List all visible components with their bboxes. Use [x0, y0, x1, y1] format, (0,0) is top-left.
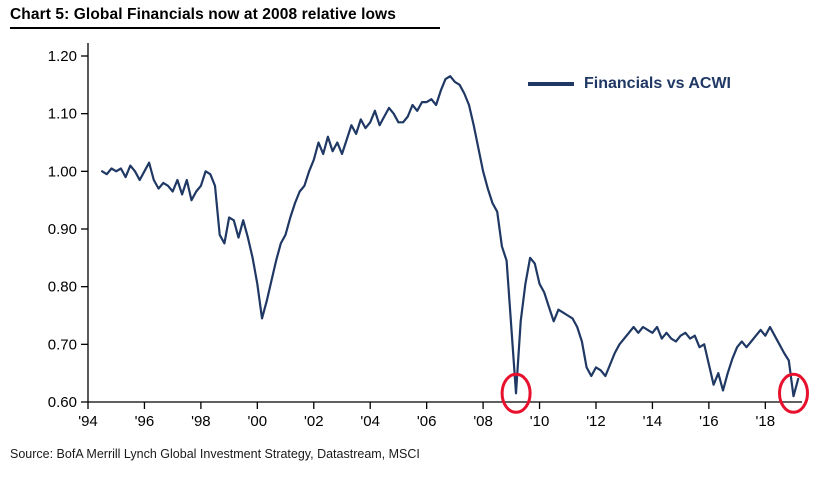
x-tick-label: '94: [78, 413, 98, 430]
y-tick-label: 1.10: [48, 106, 77, 123]
series-financials-vs-acwi: [100, 75, 800, 398]
legend-line-swatch: [528, 82, 574, 86]
x-tick-label: '04: [360, 413, 380, 430]
y-tick-label: 0.80: [48, 279, 77, 296]
x-tick-label: '12: [586, 413, 606, 430]
x-tick-label: '10: [530, 413, 550, 430]
y-tick-label: 0.70: [48, 336, 77, 353]
chart-header: Chart 5: Global Financials now at 2008 r…: [0, 0, 828, 29]
x-tick-label: '08: [473, 413, 493, 430]
x-tick-label: '00: [248, 413, 268, 430]
chart-svg: 0.60 0.70 0.80 0.90 1.00 1.10 1.20 '94 '96 '98 '00…: [48, 43, 809, 430]
x-tick-label: '02: [304, 413, 324, 430]
x-tick-label: '96: [135, 413, 155, 430]
legend: Financials vs ACWI: [528, 75, 731, 93]
annotation-circle: [778, 372, 809, 414]
x-tick-label: '98: [191, 413, 211, 430]
source-note: Source: BofA Merrill Lynch Global Invest…: [10, 447, 420, 461]
legend-label: Financials vs ACWI: [584, 75, 731, 92]
x-tick-label: '16: [699, 413, 719, 430]
x-tick-label: '18: [756, 413, 776, 430]
x-tick-label: '06: [417, 413, 437, 430]
y-tick-label: 0.60: [48, 394, 77, 411]
y-tick-label: 1.20: [48, 48, 77, 65]
chart-title: Chart 5: Global Financials now at 2008 r…: [10, 6, 440, 29]
chart-area: 0.60 0.70 0.80 0.90 1.00 1.10 1.20 '94 '96 '98 '00…: [0, 31, 828, 431]
y-tick-label: 1.00: [48, 163, 77, 180]
x-tick-label: '14: [643, 413, 663, 430]
annotation-circle: [500, 372, 532, 414]
y-tick-label: 0.90: [48, 221, 77, 238]
